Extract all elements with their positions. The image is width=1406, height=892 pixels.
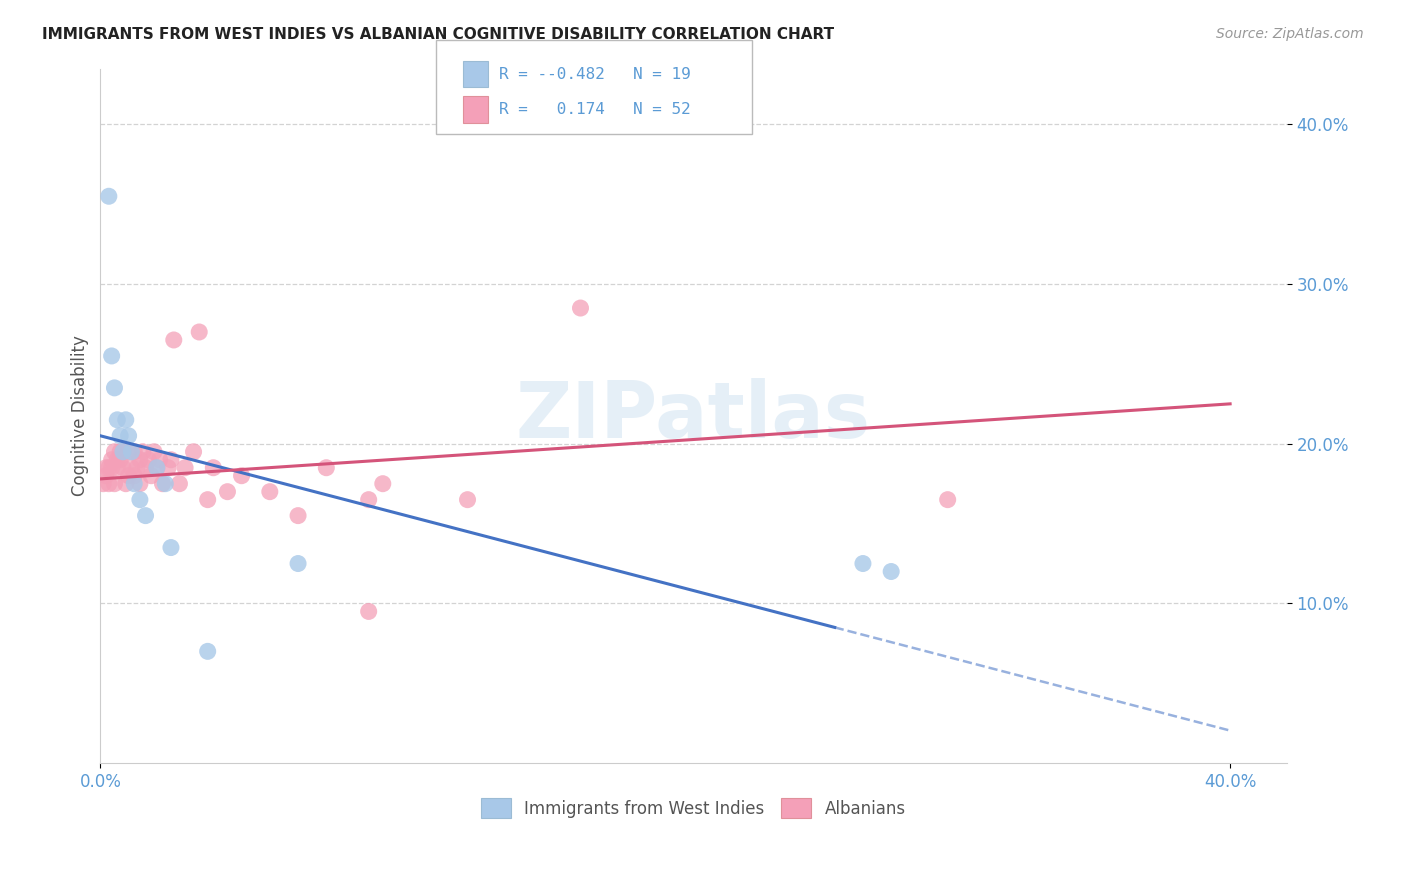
Point bbox=[141, 468, 163, 483]
Point bbox=[103, 381, 125, 395]
Point bbox=[100, 349, 122, 363]
Point bbox=[315, 460, 337, 475]
Text: ZIPatlas: ZIPatlas bbox=[516, 378, 870, 454]
Point bbox=[183, 444, 205, 458]
Point bbox=[457, 492, 479, 507]
Point bbox=[103, 476, 125, 491]
Point bbox=[880, 565, 903, 579]
Point bbox=[111, 460, 134, 475]
Point bbox=[163, 333, 186, 347]
Point bbox=[138, 452, 160, 467]
Point bbox=[146, 460, 169, 475]
Point bbox=[117, 444, 139, 458]
Point bbox=[97, 476, 120, 491]
Point bbox=[936, 492, 959, 507]
Point bbox=[197, 492, 219, 507]
Point bbox=[100, 460, 122, 475]
Point bbox=[287, 508, 309, 523]
Point bbox=[108, 452, 131, 467]
Point bbox=[157, 460, 180, 475]
Point bbox=[569, 301, 592, 315]
Point bbox=[357, 604, 380, 618]
Point bbox=[169, 476, 191, 491]
Text: R = --0.482: R = --0.482 bbox=[499, 67, 605, 81]
Text: Source: ZipAtlas.com: Source: ZipAtlas.com bbox=[1216, 27, 1364, 41]
Point bbox=[217, 484, 239, 499]
Point bbox=[122, 444, 145, 458]
Point bbox=[160, 452, 183, 467]
Point bbox=[117, 429, 139, 443]
Point bbox=[135, 460, 157, 475]
Point bbox=[188, 325, 211, 339]
Point bbox=[259, 484, 281, 499]
Point bbox=[94, 460, 117, 475]
Point bbox=[120, 444, 142, 458]
Text: IMMIGRANTS FROM WEST INDIES VS ALBANIAN COGNITIVE DISABILITY CORRELATION CHART: IMMIGRANTS FROM WEST INDIES VS ALBANIAN … bbox=[42, 27, 834, 42]
Text: R =   0.174: R = 0.174 bbox=[499, 103, 605, 117]
Point bbox=[143, 444, 166, 458]
Point bbox=[135, 508, 157, 523]
Point bbox=[128, 492, 150, 507]
Point bbox=[100, 452, 122, 467]
Point bbox=[287, 557, 309, 571]
Point bbox=[108, 444, 131, 458]
Point bbox=[97, 460, 120, 475]
Point bbox=[146, 460, 169, 475]
Text: N = 52: N = 52 bbox=[633, 103, 690, 117]
Point bbox=[117, 468, 139, 483]
Point bbox=[103, 444, 125, 458]
Text: N = 19: N = 19 bbox=[633, 67, 690, 81]
Point bbox=[108, 429, 131, 443]
Point bbox=[105, 413, 128, 427]
Point bbox=[197, 644, 219, 658]
Point bbox=[105, 452, 128, 467]
Point bbox=[155, 476, 177, 491]
Point bbox=[202, 460, 225, 475]
Point bbox=[128, 476, 150, 491]
Point bbox=[111, 444, 134, 458]
Point bbox=[852, 557, 875, 571]
Point bbox=[122, 468, 145, 483]
Point bbox=[149, 452, 172, 467]
Y-axis label: Cognitive Disability: Cognitive Disability bbox=[72, 335, 89, 496]
Point bbox=[357, 492, 380, 507]
Point bbox=[114, 413, 136, 427]
Point bbox=[97, 189, 120, 203]
Point bbox=[371, 476, 394, 491]
Point bbox=[111, 444, 134, 458]
Point bbox=[114, 476, 136, 491]
Point bbox=[132, 444, 155, 458]
Point bbox=[174, 460, 197, 475]
Point bbox=[125, 460, 148, 475]
Point bbox=[91, 476, 114, 491]
Point bbox=[231, 468, 253, 483]
Point bbox=[152, 476, 174, 491]
Point bbox=[94, 468, 117, 483]
Point bbox=[105, 460, 128, 475]
Point bbox=[128, 452, 150, 467]
Point bbox=[120, 460, 142, 475]
Legend: Immigrants from West Indies, Albanians: Immigrants from West Indies, Albanians bbox=[474, 792, 912, 824]
Point bbox=[122, 476, 145, 491]
Point bbox=[160, 541, 183, 555]
